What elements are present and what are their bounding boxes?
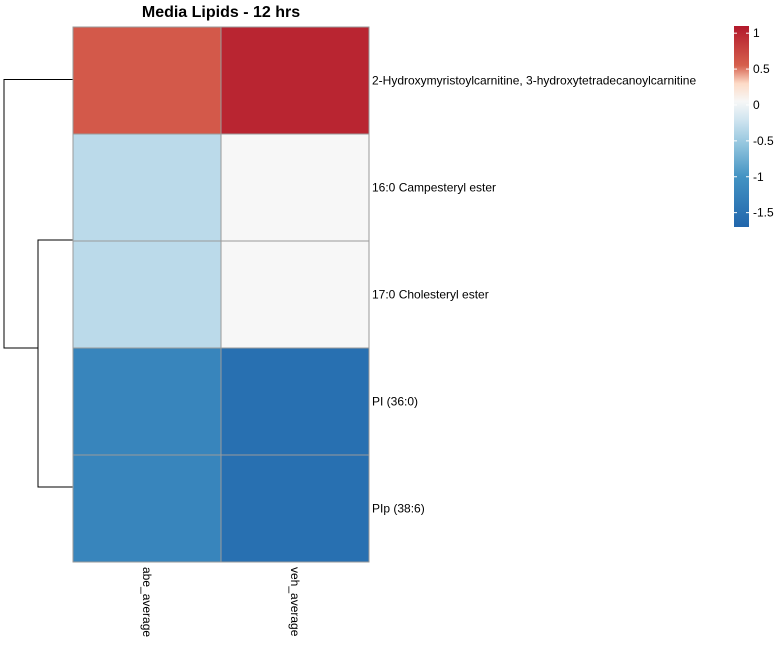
column-label: abe_average xyxy=(140,567,154,637)
heatmap-cell xyxy=(72,454,222,563)
column-label: veh_average xyxy=(288,567,302,637)
heatmap-cells xyxy=(72,26,370,563)
heatmap-cell xyxy=(220,26,370,135)
legend-tick-label: 0 xyxy=(753,98,760,112)
row-label: 17:0 Cholesteryl ester xyxy=(372,288,489,302)
row-dendrogram xyxy=(3,79,73,488)
row-label: PI (36:0) xyxy=(372,395,418,409)
row-label: 2-Hydroxymyristoylcarnitine, 3-hydroxyte… xyxy=(372,74,696,88)
row-labels: 2-Hydroxymyristoylcarnitine, 3-hydroxyte… xyxy=(372,74,696,516)
heatmap-cell xyxy=(72,133,222,242)
legend-tick-label: -0.5 xyxy=(753,134,774,148)
legend-tick-label: 1 xyxy=(753,26,760,40)
heatmap-cell xyxy=(220,240,370,349)
legend-tick-label: -1.5 xyxy=(753,206,774,220)
heatmap-cell xyxy=(220,454,370,563)
heatmap-cell xyxy=(72,347,222,456)
row-label: PIp (38:6) xyxy=(372,502,425,516)
color-legend: 1 0.5 0 -0.5 -1 -1.5 xyxy=(734,26,774,227)
legend-tick-label: -1 xyxy=(753,170,764,184)
chart-title: Media Lipids - 12 hrs xyxy=(142,4,300,21)
column-labels: abe_average veh_average xyxy=(140,567,302,637)
dendrogram-branch xyxy=(37,239,73,488)
row-label: 16:0 Campesteryl ester xyxy=(372,181,496,195)
color-legend-bar xyxy=(734,26,749,227)
heatmap-cell xyxy=(72,240,222,349)
dendrogram-branch xyxy=(3,79,73,349)
legend-tick-label: 0.5 xyxy=(753,62,770,76)
heatmap-cell xyxy=(220,133,370,242)
heatmap-cell xyxy=(220,347,370,456)
heatmap-cell xyxy=(72,26,222,135)
